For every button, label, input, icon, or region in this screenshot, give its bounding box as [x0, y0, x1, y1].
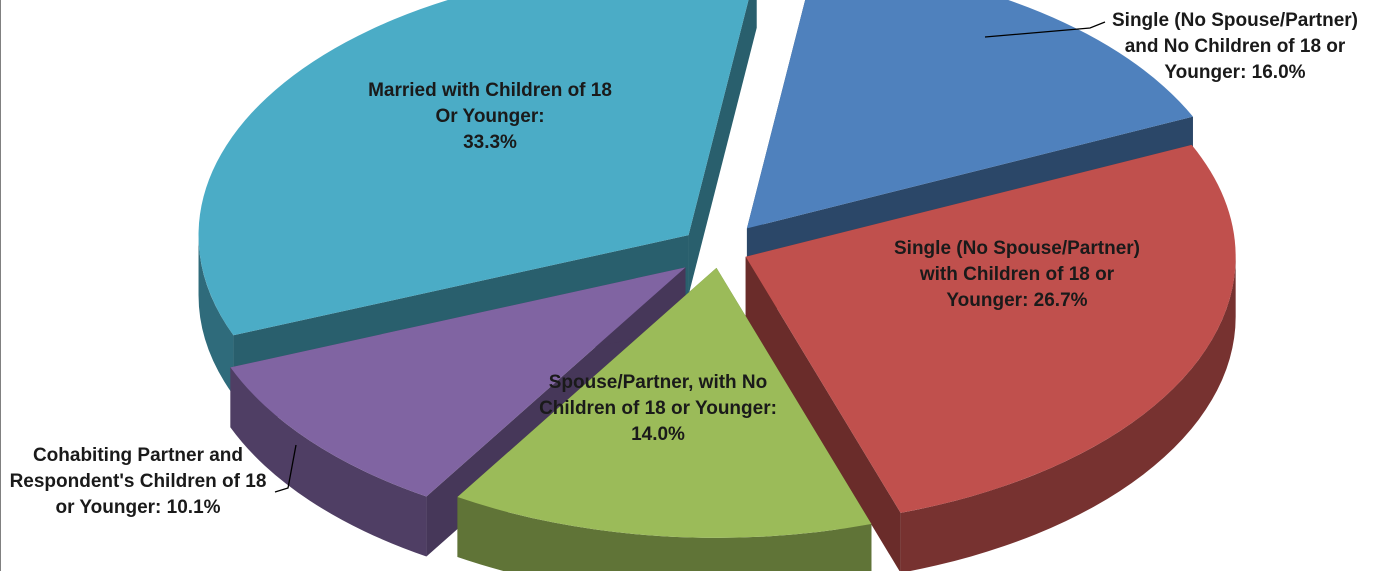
- data-label-single-with-children: Single (No Spouse/Partner) with Children …: [894, 238, 1140, 311]
- data-label-cohabiting: Cohabiting Partner and Respondent's Child…: [10, 445, 267, 518]
- data-label-line: Respondent's Children of 18: [10, 471, 267, 492]
- data-label-single-no-children: Single (No Spouse/Partner) and No Childre…: [1112, 10, 1358, 83]
- leader-line-single-no-children: [984, 21, 1106, 38]
- leader-line-cohabiting: [274, 444, 297, 493]
- pie-tops: [198, 0, 1236, 538]
- data-label-line: 14.0%: [631, 424, 685, 445]
- data-label-line: or Younger: 10.1%: [55, 497, 220, 518]
- data-label-spouse-no-children: Spouse/Partner, with No Children of 18 or…: [539, 372, 777, 445]
- data-label-line: 33.3%: [463, 132, 517, 153]
- slice-wall-spouse-no-children: [457, 497, 872, 571]
- slice-side-married-with-children-end: [688, 0, 757, 296]
- slice-single-no-children: [746, 0, 1193, 229]
- data-label-line: Single (No Spouse/Partner): [894, 238, 1140, 259]
- data-label-line: with Children of 18 or: [919, 264, 1115, 285]
- slice-married-with-children: [198, 0, 749, 336]
- data-label-line: Single (No Spouse/Partner): [1112, 10, 1358, 31]
- slice-spouse-no-children: [457, 267, 872, 538]
- slice-labels: Single (No Spouse/Partner) and No Childre…: [10, 10, 1358, 518]
- data-label-line: Younger: 16.0%: [1164, 62, 1305, 83]
- chart-border: [0, 0, 1, 571]
- slice-wall-married-with-children: [198, 235, 234, 396]
- data-label-line: Children of 18 or Younger:: [539, 398, 777, 419]
- slice-single-with-children: [745, 144, 1236, 513]
- data-label-line: Or Younger:: [435, 106, 544, 127]
- slice-wall-single-with-children: [900, 256, 1236, 571]
- data-label-married-with-children: Married with Children of 18 Or Younger: 33…: [368, 80, 612, 153]
- data-label-line: Younger: 26.7%: [946, 290, 1087, 311]
- slice-side-single-with-children-end: [745, 256, 901, 571]
- data-label-line: Cohabiting Partner and: [33, 445, 243, 466]
- data-label-line: Spouse/Partner, with No: [549, 372, 768, 393]
- data-label-line: and No Children of 18 or: [1125, 36, 1346, 57]
- slice-cohabiting: [230, 267, 686, 497]
- slice-wall-cohabiting: [230, 367, 427, 557]
- leader-lines: [274, 21, 1106, 493]
- data-label-line: Married with Children of 18: [368, 80, 612, 101]
